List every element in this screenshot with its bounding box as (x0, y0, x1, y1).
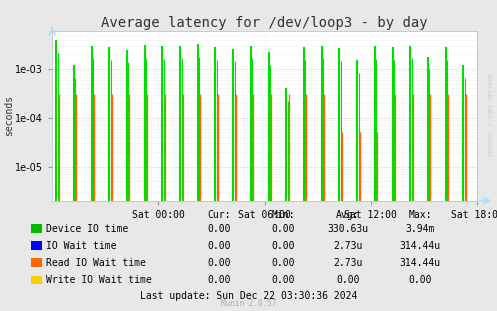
Text: 314.44u: 314.44u (400, 258, 440, 268)
Text: 0.00: 0.00 (207, 224, 231, 234)
Text: Munin 2.0.57: Munin 2.0.57 (221, 299, 276, 308)
Text: 0.00: 0.00 (271, 224, 295, 234)
Text: 2.73u: 2.73u (333, 241, 363, 251)
Text: IO Wait time: IO Wait time (46, 241, 116, 251)
Text: 0.00: 0.00 (271, 241, 295, 251)
Text: 330.63u: 330.63u (328, 224, 368, 234)
Text: 2.73u: 2.73u (333, 258, 363, 268)
Text: 314.44u: 314.44u (400, 241, 440, 251)
Text: Write IO Wait time: Write IO Wait time (46, 275, 152, 285)
Text: 0.00: 0.00 (408, 275, 432, 285)
Text: 3.94m: 3.94m (405, 224, 435, 234)
Text: Max:: Max: (408, 210, 432, 220)
Text: Min:: Min: (271, 210, 295, 220)
Text: 0.00: 0.00 (207, 258, 231, 268)
Text: Avg:: Avg: (336, 210, 360, 220)
Text: RRDTOOL / TOBI OETIKER: RRDTOOL / TOBI OETIKER (489, 74, 494, 156)
Text: 0.00: 0.00 (207, 241, 231, 251)
Text: Cur:: Cur: (207, 210, 231, 220)
Text: Device IO time: Device IO time (46, 224, 128, 234)
Text: 0.00: 0.00 (271, 258, 295, 268)
Text: 0.00: 0.00 (207, 275, 231, 285)
Text: 0.00: 0.00 (271, 275, 295, 285)
Text: Last update: Sun Dec 22 03:30:36 2024: Last update: Sun Dec 22 03:30:36 2024 (140, 291, 357, 301)
Text: Read IO Wait time: Read IO Wait time (46, 258, 146, 268)
Y-axis label: seconds: seconds (4, 95, 14, 137)
Text: 0.00: 0.00 (336, 275, 360, 285)
Title: Average latency for /dev/loop3 - by day: Average latency for /dev/loop3 - by day (101, 16, 428, 30)
